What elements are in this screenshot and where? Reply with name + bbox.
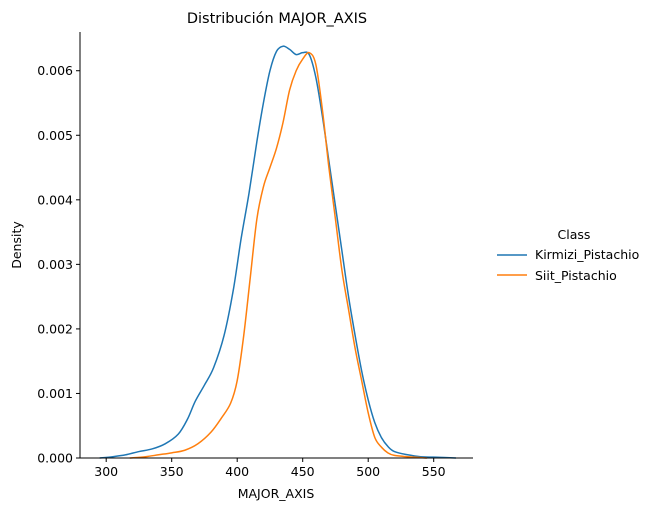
chart-title: Distribución MAJOR_AXIS <box>187 11 367 27</box>
x-ticks: 300 350 400 450 500 550 <box>94 458 446 479</box>
legend-label-siit: Siit_Pistachio <box>535 268 617 283</box>
series-line-siit-pistachio <box>129 51 428 459</box>
legend: Class Kirmizi_Pistachio Siit_Pistachio <box>497 227 639 283</box>
x-tick-label: 300 <box>94 464 118 479</box>
y-tick-label: 0.004 <box>37 192 73 207</box>
x-tick-label: 500 <box>356 464 380 479</box>
y-tick-label: 0.001 <box>37 386 73 401</box>
x-axis-label: MAJOR_AXIS <box>238 486 315 501</box>
x-tick-label: 550 <box>422 464 446 479</box>
y-tick-label: 0.003 <box>37 257 73 272</box>
y-ticks: 0.000 0.001 0.002 0.003 0.004 0.005 0.006 <box>37 63 80 466</box>
y-tick-label: 0.005 <box>37 128 73 143</box>
legend-title: Class <box>558 227 591 242</box>
legend-label-kirmizi: Kirmizi_Pistachio <box>535 247 639 262</box>
x-tick-label: 450 <box>291 464 315 479</box>
series-line-kirmizi-pistachio <box>99 45 457 459</box>
plot-lines <box>99 45 457 459</box>
y-tick-label: 0.006 <box>37 63 73 78</box>
x-tick-label: 400 <box>225 464 249 479</box>
x-tick-label: 350 <box>160 464 184 479</box>
y-tick-label: 0.002 <box>37 321 73 336</box>
y-axis-label: Density <box>9 221 24 269</box>
y-tick-label: 0.000 <box>37 451 73 466</box>
